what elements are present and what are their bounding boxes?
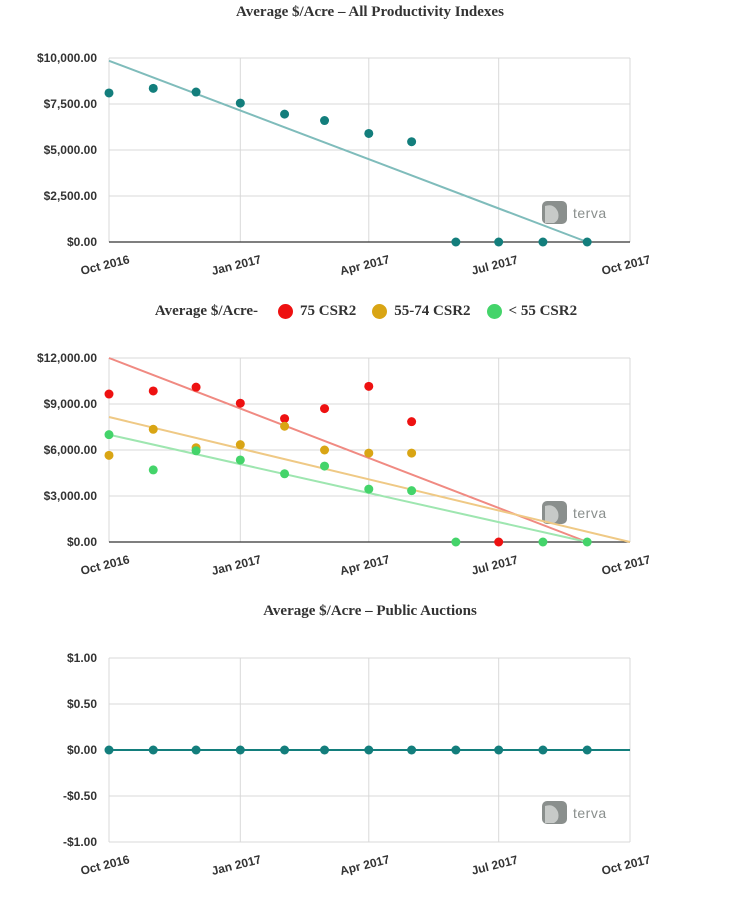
data-point[interactable]	[280, 414, 290, 424]
data-point[interactable]	[407, 448, 417, 458]
data-point[interactable]	[364, 381, 374, 391]
data-point[interactable]	[191, 745, 201, 755]
data-point[interactable]	[235, 455, 245, 465]
x-tick-label: Jul 2017	[470, 853, 520, 878]
legend-label: 75 CSR2	[300, 302, 357, 319]
y-tick-label: $12,000.00	[37, 351, 97, 365]
data-point[interactable]	[320, 116, 330, 126]
y-tick-label: $9,000.00	[44, 397, 98, 411]
y-tick-label: $3,000.00	[44, 489, 98, 503]
watermark-text: terva	[573, 505, 607, 521]
chart-3-title: Average $/Acre – Public Auctions	[263, 603, 477, 619]
data-point[interactable]	[320, 745, 330, 755]
terva-logo-watermark: terva	[542, 501, 607, 524]
data-point[interactable]	[538, 537, 548, 547]
data-point[interactable]	[451, 745, 461, 755]
trend-line	[108, 433, 588, 543]
data-point[interactable]	[148, 424, 158, 434]
data-point[interactable]	[494, 537, 504, 547]
data-point[interactable]	[191, 446, 201, 456]
y-tick-label: -$1.00	[63, 835, 97, 849]
data-point[interactable]	[148, 465, 158, 475]
data-point[interactable]	[235, 745, 245, 755]
legend-dot-icon	[486, 303, 502, 319]
data-point[interactable]	[191, 87, 201, 97]
data-point[interactable]	[104, 88, 114, 98]
x-tick-label: Oct 2017	[600, 852, 652, 878]
data-point[interactable]	[582, 537, 592, 547]
chart-1-all-productivity: $0.00 $2,500.00 $5,000.00 $7,500.00 $10,000.…	[37, 51, 652, 278]
terva-logo-watermark: terva	[542, 801, 607, 824]
data-point[interactable]	[280, 109, 290, 119]
y-tick-label: -$0.50	[63, 789, 97, 803]
data-point[interactable]	[582, 237, 592, 247]
y-tick-label: $7,500.00	[44, 97, 98, 111]
watermark-text: terva	[573, 805, 607, 821]
x-tick-label: Oct 2016	[79, 852, 131, 878]
y-tick-label: $2,500.00	[44, 189, 98, 203]
data-point[interactable]	[104, 745, 114, 755]
y-tick-label: $0.50	[67, 697, 97, 711]
data-point[interactable]	[104, 389, 114, 399]
data-point[interactable]	[538, 237, 548, 247]
data-point[interactable]	[451, 237, 461, 247]
legend-dot-icon	[372, 303, 388, 319]
x-tick-label: Jan 2017	[210, 852, 263, 878]
data-point[interactable]	[148, 83, 158, 93]
data-point[interactable]	[407, 417, 417, 427]
data-point[interactable]	[407, 486, 417, 496]
data-point[interactable]	[494, 745, 504, 755]
chart-1-title: Average $/Acre – All Productivity Indexe…	[236, 4, 504, 20]
legend-prefix: Average $/Acre-	[154, 302, 259, 319]
data-point[interactable]	[235, 440, 245, 450]
data-point[interactable]	[148, 386, 158, 396]
y-tick-label: $6,000.00	[44, 443, 98, 457]
watermark-text: terva	[573, 205, 607, 221]
data-point[interactable]	[407, 745, 417, 755]
y-tick-label: $10,000.00	[37, 51, 97, 65]
data-point[interactable]	[538, 745, 548, 755]
data-point[interactable]	[320, 445, 330, 455]
data-point[interactable]	[364, 745, 374, 755]
data-point[interactable]	[280, 469, 290, 479]
data-point[interactable]	[407, 137, 417, 147]
trend-line	[108, 357, 588, 543]
terva-logo-watermark: terva	[542, 201, 607, 224]
x-tick-label: Apr 2017	[339, 852, 392, 878]
data-point[interactable]	[364, 484, 374, 494]
legend-dot-icon	[278, 303, 294, 319]
legend-item-75-csr2[interactable]: 75 CSR2	[278, 303, 356, 320]
legend-label: 55-74 CSR2	[394, 302, 471, 319]
legend-item-lt-55-csr2[interactable]: < 55 CSR2	[486, 302, 578, 320]
data-point[interactable]	[148, 745, 158, 755]
legend-label: < 55 CSR2	[508, 302, 578, 319]
y-tick-label: $5,000.00	[44, 143, 98, 157]
chart-2-legend: Average $/Acre- 75 CSR2 55-74 CSR2 < 55 …	[0, 300, 740, 322]
y-tick-label: $0.00	[67, 235, 97, 249]
data-point[interactable]	[104, 430, 114, 440]
data-point[interactable]	[494, 237, 504, 247]
trend-line	[108, 416, 631, 543]
data-point[interactable]	[320, 461, 330, 471]
data-point[interactable]	[364, 448, 374, 458]
data-point[interactable]	[582, 745, 592, 755]
legend-item-55-74-csr2[interactable]: 55-74 CSR2	[372, 302, 471, 320]
y-tick-label: $0.00	[67, 743, 97, 757]
data-point[interactable]	[191, 382, 201, 392]
data-point[interactable]	[104, 450, 114, 460]
y-tick-label: $1.00	[67, 651, 97, 665]
data-point[interactable]	[364, 128, 374, 138]
trend-line	[108, 59, 588, 243]
y-tick-label: $0.00	[67, 535, 97, 549]
data-point[interactable]	[235, 98, 245, 108]
data-point[interactable]	[320, 404, 330, 414]
data-point[interactable]	[280, 745, 290, 755]
chart-2-by-csr2: $0.00 $3,000.00 $6,000.00 $9,000.00 $12,000.…	[37, 351, 652, 578]
data-point[interactable]	[235, 398, 245, 408]
data-point[interactable]	[280, 421, 290, 431]
data-point[interactable]	[451, 537, 461, 547]
